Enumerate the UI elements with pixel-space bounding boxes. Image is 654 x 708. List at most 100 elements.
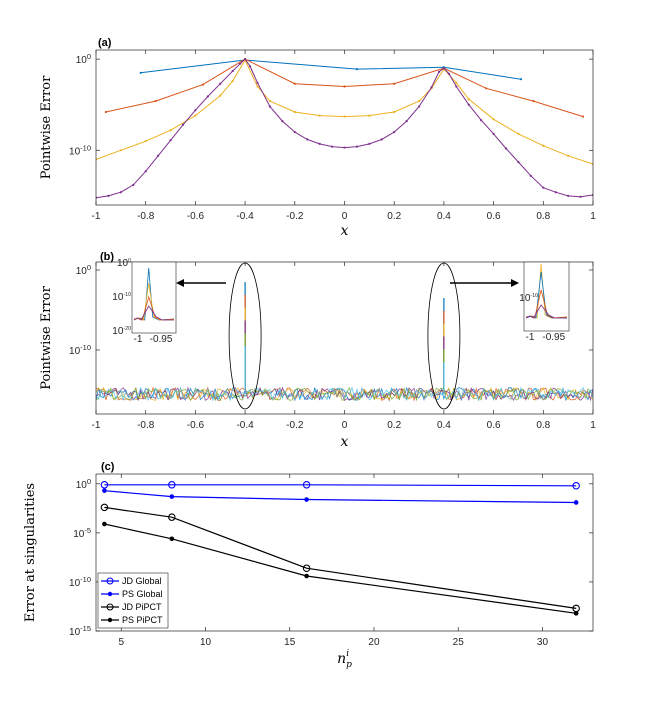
data-point-ps-global [102, 488, 107, 493]
x-tick-label: -0.4 [236, 420, 254, 431]
panel-1-axes: -1 -0.8 -0.6 -0.4 -0.2 0 0.2 0.4 0.6 0.8 110010-10… [39, 251, 596, 450]
panel-tag: (b) [100, 251, 114, 263]
x-tick-label: -0.8 [137, 211, 155, 222]
highlight-ellipse [427, 262, 461, 410]
inset-y-tick-label: 10-10 [112, 292, 131, 303]
data-point-jd-pipct [168, 513, 176, 521]
legend-label: PS PiPCT [122, 615, 163, 625]
data-point-ps-pipct [102, 521, 107, 527]
data-point-s4 [132, 183, 135, 187]
data-point-s4 [194, 109, 197, 112]
singularity-highlights [176, 262, 519, 410]
data-point-s3 [318, 114, 321, 117]
series-line-s6 [96, 386, 593, 402]
data-point-s4 [492, 132, 495, 135]
data-point-s4 [567, 194, 570, 197]
series-line-ps-pipct [104, 523, 577, 614]
data-point-s4 [256, 81, 259, 84]
plot-frame [95, 49, 594, 206]
data-point-s3 [417, 99, 421, 103]
x-tick-label: -0.6 [187, 211, 205, 222]
x-tick-label: -0.4 [236, 211, 254, 222]
data-point-s3 [455, 81, 458, 84]
data-point-s3 [368, 114, 371, 117]
x-tick-label: 0.4 [437, 420, 451, 431]
data-point-s4 [268, 105, 272, 108]
inset-frame [523, 261, 570, 332]
data-point-s4 [293, 130, 296, 134]
x-axis-label-main: x [341, 223, 349, 239]
y-tick-label: 10-15 [69, 624, 91, 638]
data-point-s3 [256, 85, 259, 88]
data-point-ps-pipct [169, 536, 175, 542]
inset-series-line [525, 271, 567, 319]
inset-series-line [133, 295, 175, 321]
y-tick-label-base: 10 [69, 146, 81, 157]
legend-label: JD Global [122, 576, 162, 586]
panel-1-series [96, 282, 593, 402]
data-point-s3 [194, 114, 197, 117]
legend-marker [107, 617, 113, 623]
x-tick-label: 15 [284, 637, 296, 648]
legend-marker [107, 591, 113, 597]
data-point-s2 [581, 115, 585, 118]
x-tick-label: -1 [92, 211, 101, 222]
y-tick-label-exponent: -10 [80, 143, 91, 152]
x-tick-label: -0.6 [187, 420, 205, 431]
x-tick-label: -0.8 [137, 420, 155, 431]
data-point-s1 [519, 78, 523, 81]
data-point-s4 [480, 119, 483, 122]
x-tick-label: 10 [200, 637, 212, 648]
data-point-s2 [485, 87, 488, 90]
data-point-s4 [107, 194, 110, 197]
x-tick-label: -0.2 [286, 420, 304, 431]
x-tick-label: 0.2 [387, 211, 401, 222]
data-point-s4 [248, 65, 252, 68]
x-tick-label: -1 [92, 420, 101, 431]
y-tick-label-exponent: 0 [87, 52, 91, 61]
data-point-s3 [542, 144, 545, 147]
data-point-s4 [447, 72, 450, 75]
series-line-s1 [140, 59, 521, 80]
data-point-s3 [517, 132, 520, 135]
inset-y-tick-label-base: 10 [112, 326, 124, 337]
data-point-jd-global [100, 481, 109, 489]
legend-label: PS Global [122, 589, 163, 599]
data-point-s2 [104, 110, 108, 114]
data-point-s2 [154, 99, 157, 103]
data-point-s1 [139, 71, 142, 74]
data-point-s4 [554, 191, 557, 194]
data-point-s4 [517, 161, 520, 164]
y-tick-label: 100 [76, 52, 91, 66]
legend: JD Global PS Global JD PiPCT PS PiPCT [97, 572, 169, 629]
data-point-s4 [355, 145, 359, 148]
series-line-s4 [96, 58, 593, 199]
data-point-s4 [430, 86, 433, 89]
data-point-s3 [169, 129, 172, 132]
data-point-s4 [181, 123, 185, 126]
plot-frame [95, 473, 594, 632]
inset-series-line [133, 267, 175, 321]
x-tick-label: 0 [342, 420, 348, 431]
x-tick-label: 0.4 [437, 211, 451, 222]
data-point-ps-global [573, 500, 579, 505]
x-tick-label: 1 [590, 211, 596, 222]
inset-y-tick-label: 10-10 [519, 293, 538, 304]
x-tick-label: 0.8 [536, 211, 550, 222]
y-tick-label-base: 10 [73, 529, 85, 540]
y-axis-label: Error at singularities [23, 483, 38, 622]
data-point-s4 [206, 95, 209, 98]
y-tick-label: 10-10 [69, 343, 91, 357]
arrow-left-head [176, 279, 184, 287]
inset-y-tick-label: 10-20 [112, 326, 131, 337]
data-point-s4 [455, 85, 458, 88]
data-point-s4 [529, 174, 532, 177]
data-point-s3 [393, 110, 396, 114]
y-tick-label-exponent: -15 [80, 624, 91, 633]
x-axis-label-sub: p [346, 660, 352, 670]
panel-0-series [96, 58, 593, 199]
panel-2-series [100, 481, 580, 616]
